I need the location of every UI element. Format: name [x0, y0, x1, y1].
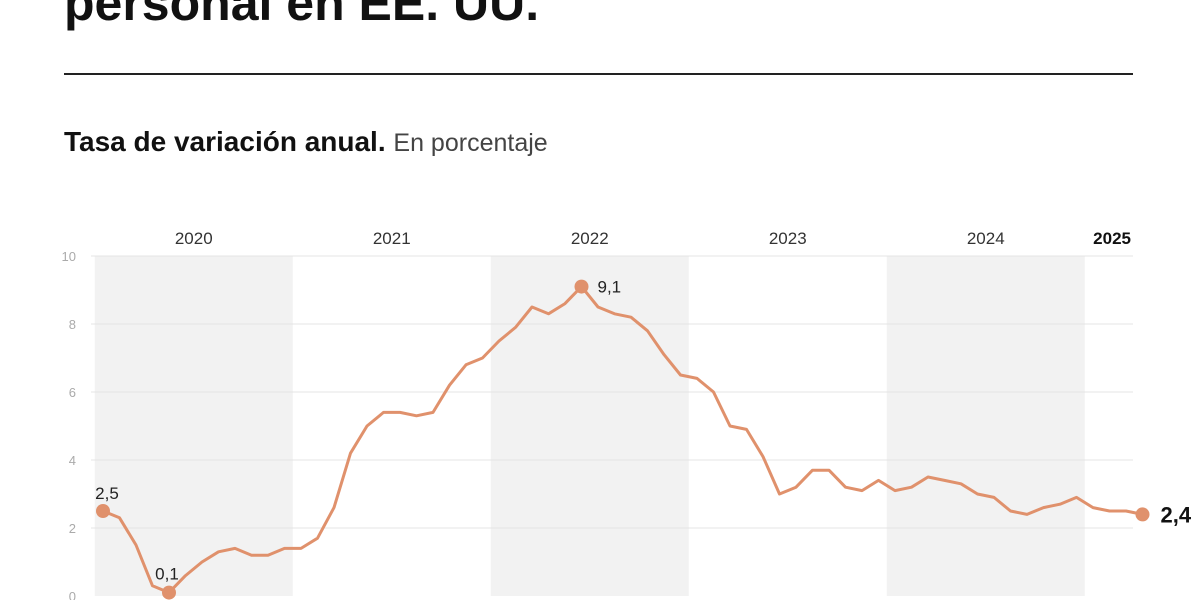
- y-tick-label: 4: [69, 453, 76, 468]
- gridlines: [91, 255, 1133, 529]
- year-band: [490, 256, 689, 596]
- annotations: 2,5 0,1 9,1 2,4: [95, 278, 1192, 600]
- highlight-point: [162, 585, 176, 600]
- year-band: [94, 256, 293, 596]
- y-tick-label: 10: [62, 249, 76, 264]
- year-bands: [94, 256, 1085, 596]
- subtitle-main: Tasa de variación anual.: [64, 126, 386, 157]
- year-label: 2020: [175, 229, 213, 248]
- year-label: 2023: [769, 229, 807, 248]
- subtitle-unit: En porcentaje: [393, 129, 548, 157]
- chart-subtitle: Tasa de variación anual. En porcentaje: [64, 126, 548, 158]
- series-line: [101, 285, 1144, 595]
- point-label: 2,5: [95, 484, 119, 503]
- year-label: 2022: [571, 229, 609, 248]
- highlight-point: [1135, 507, 1150, 522]
- title-divider: [64, 73, 1133, 75]
- point-label: 2,4: [1161, 502, 1192, 527]
- point-label: 9,1: [598, 278, 622, 297]
- year-label: 2021: [373, 229, 411, 248]
- y-tick-label: 2: [69, 521, 76, 536]
- point-label: 0,1: [155, 565, 179, 584]
- year-label: 2025: [1093, 229, 1131, 248]
- year-band: [886, 256, 1085, 596]
- highlight-point: [574, 279, 589, 294]
- y-tick-label: 6: [69, 385, 76, 400]
- year-labels: 2020 2021 2022 2023 2024 2025: [175, 229, 1131, 248]
- highlight-point: [96, 504, 110, 518]
- year-label: 2024: [967, 229, 1005, 248]
- y-tick-label: 0: [69, 589, 76, 600]
- series-group: [101, 285, 1144, 595]
- y-axis-ticks: 0 2 4 6 8 10: [62, 249, 76, 600]
- y-tick-label: 8: [69, 317, 76, 332]
- page-title: personal en EE. UU.: [64, 0, 540, 31]
